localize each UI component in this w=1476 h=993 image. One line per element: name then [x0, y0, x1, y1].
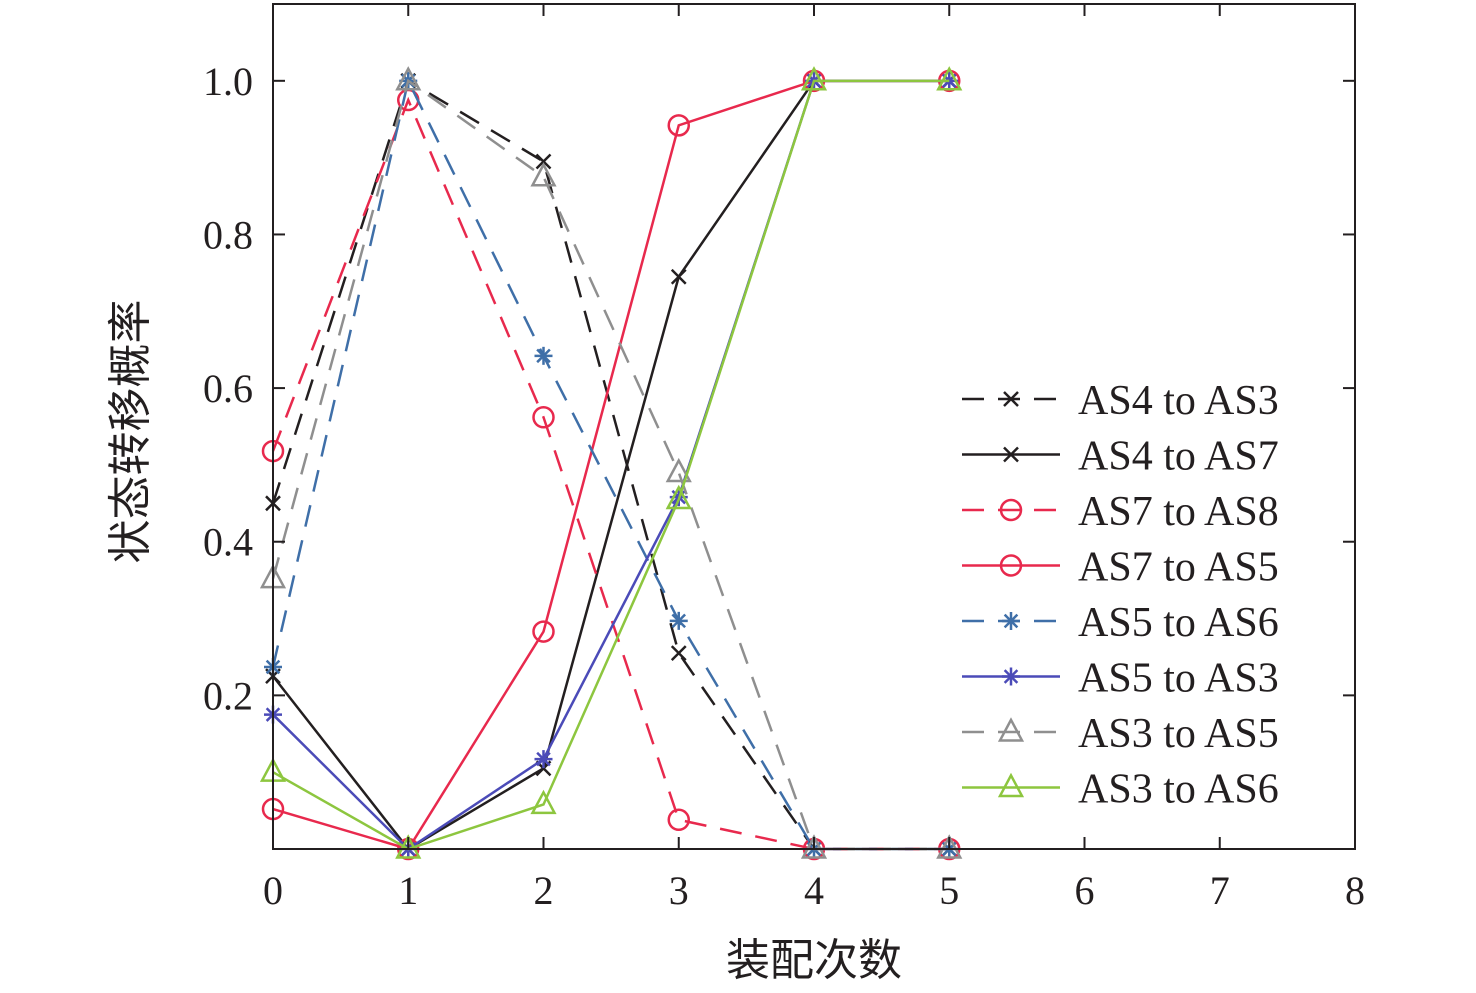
series-7 [259, 66, 963, 859]
legend-marker [999, 498, 1023, 522]
x-tick-label: 7 [1210, 868, 1230, 913]
data-point [800, 66, 828, 91]
data-point [936, 834, 963, 859]
data-point [530, 162, 557, 187]
series-line [272, 79, 950, 851]
data-point [670, 645, 687, 661]
legend-entry: AS3 to AS5 [962, 711, 1279, 757]
data-point [800, 834, 828, 859]
series-line [272, 79, 950, 851]
legend-label: AS4 to AS7 [1078, 434, 1279, 480]
data-point [395, 66, 422, 91]
data-point [534, 346, 553, 365]
series-5 [264, 71, 959, 858]
legend-label: AS7 to AS5 [1078, 545, 1279, 591]
series-8 [259, 66, 963, 859]
data-point [395, 834, 422, 859]
legend-label: AS3 to AS5 [1078, 711, 1279, 757]
data-point [532, 406, 555, 429]
data-point [667, 114, 690, 137]
legend-label: AS7 to AS8 [1078, 489, 1279, 535]
plot-area [259, 66, 963, 861]
series-1 [265, 72, 958, 857]
series-line [272, 79, 950, 851]
legend-marker [1002, 667, 1020, 686]
legend-marker [1002, 612, 1020, 630]
series-3 [261, 88, 961, 861]
data-point [534, 750, 553, 769]
legend-label: AS3 to AS6 [1078, 767, 1279, 813]
legend-entry: AS4 to AS3 [962, 378, 1279, 424]
legend-marker [1003, 391, 1019, 407]
y-tick-label: 0.6 [203, 366, 253, 411]
legend-entry: AS3 to AS6 [962, 767, 1279, 813]
legend-entry: AS7 to AS5 [962, 545, 1279, 591]
data-point [669, 611, 688, 630]
series-line [271, 77, 950, 851]
legend-label: AS4 to AS3 [1078, 378, 1279, 424]
series-line [271, 96, 950, 851]
legend-marker [997, 772, 1025, 798]
data-point [535, 153, 552, 170]
data-point [530, 789, 557, 815]
legend-entry: AS5 to AS6 [962, 600, 1279, 646]
y-axis-title: 状态转移概率 [105, 300, 156, 564]
series-line [271, 78, 950, 851]
data-point [665, 484, 692, 510]
legend-marker [999, 554, 1023, 577]
legend-marker [997, 717, 1025, 742]
data-point [936, 66, 963, 91]
legend-entry: AS4 to AS7 [962, 434, 1279, 480]
axes: 0 1 2 3 4 5 6 7 8 0.2 0.4 0.6 0.8 1.0 [203, 3, 1365, 913]
x-tick-label: 3 [669, 868, 689, 913]
legend-marker [1003, 446, 1019, 463]
legend-entry: AS7 to AS8 [962, 489, 1279, 535]
legend-entry: AS5 to AS3 [962, 656, 1279, 702]
data-point [532, 620, 555, 643]
x-tick-label: 5 [939, 868, 959, 913]
series-line [272, 79, 950, 851]
y-tick-label: 1.0 [203, 59, 253, 104]
series-2 [265, 72, 958, 857]
x-tick-label: 0 [263, 868, 283, 913]
series-4 [261, 69, 961, 861]
y-tick-label: 0.4 [203, 520, 253, 565]
data-point [667, 808, 690, 832]
x-tick-label: 2 [534, 868, 554, 913]
y-tick-label: 0.8 [203, 212, 253, 257]
x-tick-label: 8 [1345, 868, 1365, 913]
series-6 [264, 71, 959, 858]
y-tick-label: 0.2 [203, 673, 253, 718]
legend: AS4 to AS3 AS4 to AS7 AS7 to AS8 AS7 to AS5… [962, 378, 1279, 813]
data-point [670, 268, 687, 285]
x-axis-title: 装配次数 [726, 935, 902, 986]
legend-label: AS5 to AS3 [1078, 656, 1279, 702]
legend-label: AS5 to AS6 [1078, 600, 1279, 646]
x-tick-label: 6 [1075, 868, 1095, 913]
data-point [665, 457, 692, 483]
x-tick-label: 4 [804, 868, 824, 913]
series-line [271, 78, 950, 851]
x-tick-label: 1 [398, 868, 418, 913]
